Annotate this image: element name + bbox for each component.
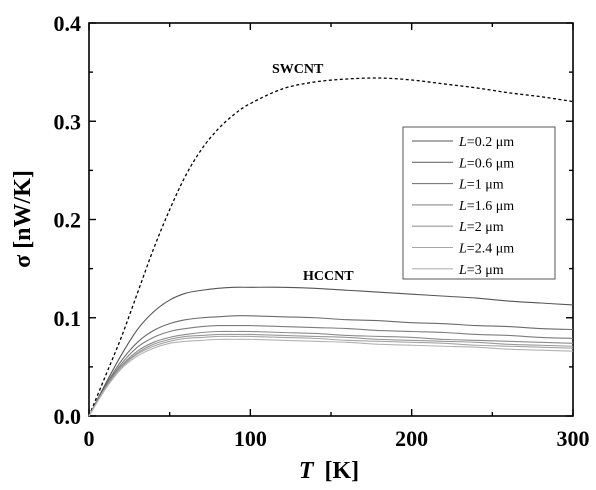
legend-label: L=2 μm xyxy=(458,220,504,235)
legend-variable: L xyxy=(458,156,467,171)
series-line-l-0-2-m xyxy=(88,286,574,417)
series-line-swcnt xyxy=(88,77,574,417)
series-line-l-1-6-m xyxy=(88,330,574,417)
legend-variable: L xyxy=(458,178,467,193)
legend: L=0.2 μmL=0.6 μmL=1 μmL=1.6 μmL=2 μmL=2.… xyxy=(402,126,556,280)
legend-value: =0.6 μm xyxy=(467,156,514,171)
legend-label: L=0.6 μm xyxy=(458,156,514,171)
axis-tick-labels: 0 100 200 300 0.0 0.1 0.2 0.3 0.4 xyxy=(54,11,590,451)
legend-label: L=2.4 μm xyxy=(458,242,514,257)
axis-ticks xyxy=(88,22,574,417)
annotation-hccnt: HCCNT xyxy=(303,269,354,284)
x-tick-label: 0 xyxy=(84,426,95,451)
x-axis-variable: T xyxy=(299,458,315,484)
x-axis-title: T [K] xyxy=(299,458,359,484)
legend-label: L=3 μm xyxy=(458,263,504,278)
series-line-l-1-m xyxy=(88,324,574,417)
legend-box xyxy=(402,126,556,280)
legend-variable: L xyxy=(458,220,467,235)
x-tick-label: 300 xyxy=(557,426,590,451)
legend-label: L=0.2 μm xyxy=(458,135,514,150)
y-tick-label: 0.2 xyxy=(54,208,82,233)
x-axis-unit: [K] xyxy=(325,458,360,484)
y-tick-label: 0.0 xyxy=(54,404,82,429)
series-line-l-0-6-m xyxy=(88,315,574,417)
legend-label: L=1 μm xyxy=(458,178,504,193)
y-tick-label: 0.3 xyxy=(54,109,82,134)
x-tick-label: 100 xyxy=(234,426,267,451)
y-tick-label: 0.1 xyxy=(54,306,82,331)
legend-variable: L xyxy=(458,135,467,150)
annotation-swcnt: SWCNT xyxy=(272,62,324,77)
legend-variable: L xyxy=(458,263,467,278)
y-tick-label: 0.4 xyxy=(54,11,82,36)
legend-label: L=1.6 μm xyxy=(458,199,514,214)
series-layer xyxy=(88,77,574,417)
legend-value: =0.2 μm xyxy=(467,135,514,150)
legend-variable: L xyxy=(458,242,467,257)
legend-value: =2 μm xyxy=(467,220,504,235)
legend-value: =1 μm xyxy=(467,178,504,193)
legend-value: =1.6 μm xyxy=(467,199,514,214)
legend-value: =2.4 μm xyxy=(467,242,514,257)
legend-variable: L xyxy=(458,199,467,214)
y-axis-title: σ [nW/K] xyxy=(10,170,36,268)
x-tick-label: 200 xyxy=(395,426,428,451)
series-line-l-2-m xyxy=(88,333,574,417)
series-line-l-3-m xyxy=(88,338,574,417)
legend-value: =3 μm xyxy=(467,263,504,278)
series-line-l-2-4-m xyxy=(88,335,574,417)
